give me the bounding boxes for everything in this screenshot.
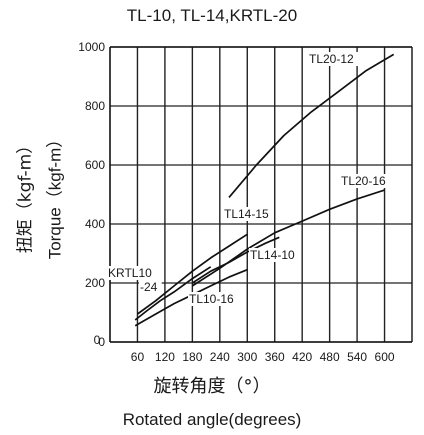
series-label-tl14-10: TL14-10 xyxy=(250,248,295,262)
y-tick-label-1000: 1000 xyxy=(78,40,105,54)
x-tick-label-480: 480 xyxy=(320,350,340,364)
x-tick-label-0: 0 xyxy=(94,333,101,347)
x-tick-label-120: 120 xyxy=(155,350,175,364)
series-label-tl14-15: TL14-15 xyxy=(224,207,269,221)
x-tick-label-360: 360 xyxy=(265,350,285,364)
y-tick-label-0: 0 xyxy=(98,335,105,349)
y-tick-label-600: 600 xyxy=(85,158,105,172)
series-line-tl20-12 xyxy=(228,53,395,198)
series-line-tl14-15 xyxy=(137,233,248,315)
label-bg-tl14-10 xyxy=(249,248,300,262)
series-line-tl20-16 xyxy=(191,189,385,287)
label-bg--24 xyxy=(139,280,162,294)
y-tick-label-200: 200 xyxy=(85,276,105,290)
chart-title: TL-10, TL-14,KRTL-20 xyxy=(126,6,298,25)
x-tick-label-540: 540 xyxy=(347,350,367,364)
y-axis-label-zh: 扭矩（kgf-m） xyxy=(15,136,36,254)
label-bg-tl20-12 xyxy=(308,52,359,66)
series-label-tl20-12: TL20-12 xyxy=(309,52,354,66)
x-tick-label-600: 600 xyxy=(375,350,395,364)
x-axis-label: Rotated angle(degrees) xyxy=(122,410,302,429)
series-label-tl20-16: TL20-16 xyxy=(341,174,386,188)
x-axis-label-zh: 旋转角度（°） xyxy=(153,376,271,397)
x-tick-label-420: 420 xyxy=(292,350,312,364)
series-line-tl14-10 xyxy=(191,236,280,284)
y-axis-label: Torque（kgf-m） xyxy=(45,130,65,260)
label-bg-tl14-15 xyxy=(223,207,274,221)
series-label--24: -24 xyxy=(140,280,158,294)
series-line-krtl10-24 xyxy=(134,266,212,321)
x-tick-label-300: 300 xyxy=(237,350,257,364)
y-tick-label-400: 400 xyxy=(85,217,105,231)
y-tick-label-800: 800 xyxy=(85,99,105,113)
x-tick-label-60: 60 xyxy=(131,350,145,364)
series-label-krtl10: KRTL10 xyxy=(108,266,152,280)
label-bg-tl20-16 xyxy=(340,174,391,188)
x-tick-label-240: 240 xyxy=(210,350,230,364)
label-bg-tl10-16 xyxy=(188,292,239,306)
label-bg-krtl10 xyxy=(107,266,151,280)
x-tick-label-180: 180 xyxy=(182,350,202,364)
series-label-tl10-16: TL10-16 xyxy=(189,292,234,306)
